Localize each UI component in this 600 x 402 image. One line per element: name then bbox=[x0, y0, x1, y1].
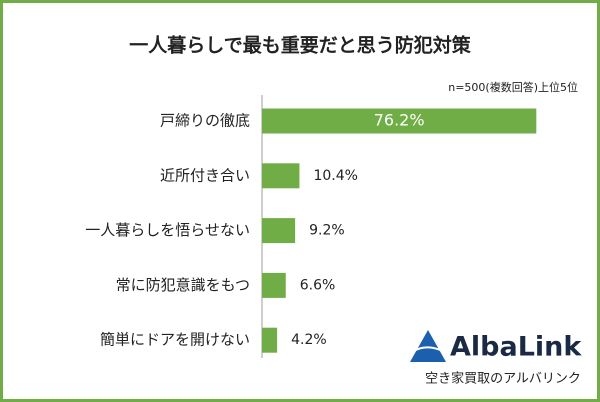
logo-icon bbox=[410, 330, 446, 362]
category-label: 常に防犯意識をもつ bbox=[116, 276, 250, 294]
value-label: 4.2% bbox=[291, 332, 327, 348]
value-label: 10.4% bbox=[313, 168, 357, 184]
bar bbox=[262, 272, 286, 298]
category-label: 戸締りの徹底 bbox=[160, 112, 250, 130]
logo-swoosh bbox=[411, 346, 441, 353]
value-label: 9.2% bbox=[309, 223, 345, 239]
chart-title: 一人暮らしで最も重要だと思う防犯対策 bbox=[129, 34, 471, 57]
category-label: 簡単にドアを開けない bbox=[100, 331, 250, 349]
bar bbox=[262, 327, 278, 353]
brand-tagline: 空き家買取のアルバリンク bbox=[425, 371, 581, 387]
chart-subtitle: n=500(複数回答)上位5位 bbox=[448, 80, 578, 94]
bar bbox=[262, 218, 296, 244]
category-label: 近所付き合い bbox=[160, 166, 250, 184]
brand-name: AlbaLink bbox=[450, 332, 582, 363]
bar bbox=[262, 163, 300, 189]
value-label: 6.6% bbox=[300, 277, 336, 293]
value-label: 76.2% bbox=[374, 111, 425, 130]
bar bbox=[262, 108, 537, 134]
logo: AlbaLink 空き家買取のアルバリンク bbox=[410, 330, 582, 387]
category-label: 一人暮らしを悟らせない bbox=[85, 221, 250, 239]
